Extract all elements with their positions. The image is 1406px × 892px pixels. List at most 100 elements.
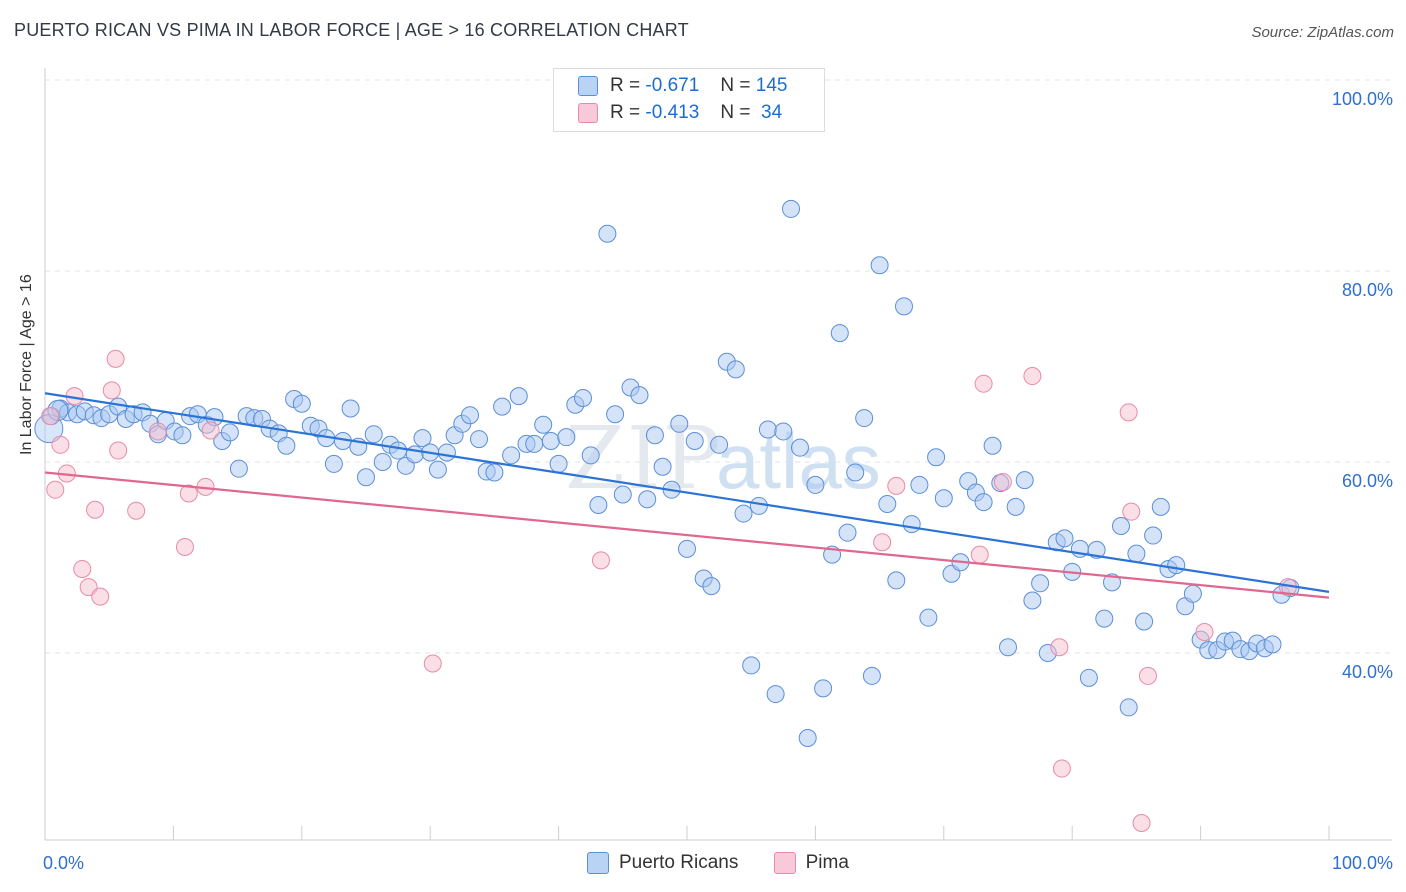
data-point-puerto-ricans [534, 415, 553, 434]
data-point-pima [86, 500, 105, 519]
data-point-pima [102, 381, 121, 400]
data-point-puerto-ricans [292, 394, 311, 413]
data-point-pima [79, 578, 98, 597]
y-tick-label: 100.0% [1332, 89, 1393, 109]
legend-n-value: 34 [755, 102, 783, 123]
data-point-puerto-ricans [1103, 573, 1122, 592]
data-point-puerto-ricans [405, 445, 424, 464]
series-legend: Puerto Ricans Pima [587, 852, 879, 874]
data-point-puerto-ricans [229, 459, 248, 478]
data-point-puerto-ricans [1015, 471, 1034, 490]
data-point-puerto-ricans [502, 446, 521, 465]
watermark-atlas: atlas [716, 417, 881, 505]
data-point-pima [423, 654, 442, 673]
data-point-puerto-ricans [1183, 584, 1202, 603]
data-point-puerto-ricans [782, 199, 801, 218]
y-tick-label: 80.0% [1342, 280, 1393, 300]
legend-n-value: 145 [755, 75, 788, 96]
data-point-pima [887, 476, 906, 495]
data-point-puerto-ricans [758, 420, 777, 439]
data-point-pima [91, 587, 110, 606]
data-point-puerto-ricans [1095, 609, 1114, 628]
data-point-puerto-ricans [645, 426, 664, 445]
data-point-pima [1138, 666, 1157, 685]
legend-n-label: N = [720, 102, 751, 123]
data-point-puerto-ricans [1151, 497, 1170, 516]
data-point-pima [1023, 367, 1042, 386]
trend-line-puerto-ricans [44, 392, 1330, 593]
legend-swatch-pink [773, 852, 796, 874]
data-point-pima [1122, 502, 1141, 521]
tick-labels: 40.0% 60.0% 80.0% 100.0% 0.0% 100.0% [43, 89, 1393, 873]
trend-lines [44, 392, 1330, 599]
data-point-puerto-ricans [1111, 516, 1130, 535]
series-puerto-ricans [34, 199, 1300, 747]
data-point-pima [148, 422, 167, 441]
data-point-puerto-ricans [485, 463, 504, 482]
data-point-puerto-ricans [749, 496, 768, 515]
y-tick-label: 60.0% [1342, 471, 1393, 491]
legend-swatch-pink [578, 102, 598, 123]
data-point-puerto-ricans [1023, 591, 1042, 610]
data-point-puerto-ricans [493, 397, 512, 416]
data-point-pima [1050, 638, 1069, 657]
data-point-puerto-ricans [557, 428, 576, 447]
legend-item-pima: Pima [773, 852, 849, 874]
legend-label-pima: Pima [805, 852, 849, 874]
legend-swatch-blue [578, 75, 598, 96]
data-point-pima [201, 421, 220, 440]
data-point-puerto-ricans [934, 489, 953, 508]
legend-r-label: R = [610, 75, 641, 96]
data-point-puerto-ricans [710, 435, 729, 454]
data-point-puerto-ricans [428, 460, 447, 479]
data-point-puerto-ricans [742, 656, 761, 675]
data-point-pima [179, 484, 198, 503]
stats-legend: R = -0.671 N = 145 R = -0.413 N = 34 [553, 68, 825, 132]
data-point-pima [591, 551, 610, 570]
data-point-puerto-ricans [1055, 529, 1074, 548]
data-point-puerto-ricans [630, 386, 649, 405]
data-point-pima [1119, 403, 1138, 422]
data-point-puerto-ricans [862, 666, 881, 685]
data-point-puerto-ricans [685, 431, 704, 450]
data-point-puerto-ricans [766, 685, 785, 704]
data-point-pima [873, 533, 892, 552]
data-point-pima [175, 537, 194, 556]
y-tick-label: 40.0% [1342, 662, 1393, 682]
axes [44, 68, 1392, 841]
data-point-puerto-ricans [983, 436, 1002, 455]
x-tick-label: 0.0% [43, 853, 84, 873]
data-point-pima [106, 349, 125, 368]
data-point-puerto-ricans [525, 434, 544, 453]
data-point-puerto-ricans [220, 423, 239, 442]
data-point-puerto-ricans [790, 438, 809, 457]
series-pima [41, 349, 1297, 832]
data-point-puerto-ricans [830, 324, 849, 343]
legend-r-label: R = [610, 102, 641, 123]
data-point-puerto-ricans [855, 409, 874, 428]
chart-title: PUERTO RICAN VS PIMA IN LABOR FORCE | AG… [14, 20, 689, 40]
data-point-puerto-ricans [549, 454, 568, 473]
legend-swatch-blue [587, 852, 609, 874]
data-point-puerto-ricans [919, 608, 938, 627]
data-point-puerto-ricans [598, 224, 617, 243]
data-point-puerto-ricans [341, 399, 360, 418]
data-point-pima [41, 407, 60, 426]
data-point-pima [974, 374, 993, 393]
data-point-pima [970, 545, 989, 564]
data-point-puerto-ricans [1119, 698, 1138, 717]
data-point-puerto-ricans [806, 475, 825, 494]
data-point-pima [46, 480, 65, 499]
data-point-puerto-ricans [573, 389, 592, 408]
y-axis-label: In Labor Force | Age > 16 [18, 274, 35, 455]
data-point-pima [1132, 813, 1151, 832]
data-point-puerto-ricans [357, 468, 375, 487]
trend-line-pima [44, 471, 1330, 599]
data-point-puerto-ricans [581, 446, 600, 465]
legend-r-value: -0.671 [645, 75, 700, 96]
data-point-puerto-ricans [437, 443, 456, 462]
data-point-puerto-ricans [277, 436, 296, 455]
data-point-pima [109, 441, 128, 460]
source-label: Source: ZipAtlas.com [1251, 24, 1394, 41]
data-point-puerto-ricans [324, 454, 343, 473]
